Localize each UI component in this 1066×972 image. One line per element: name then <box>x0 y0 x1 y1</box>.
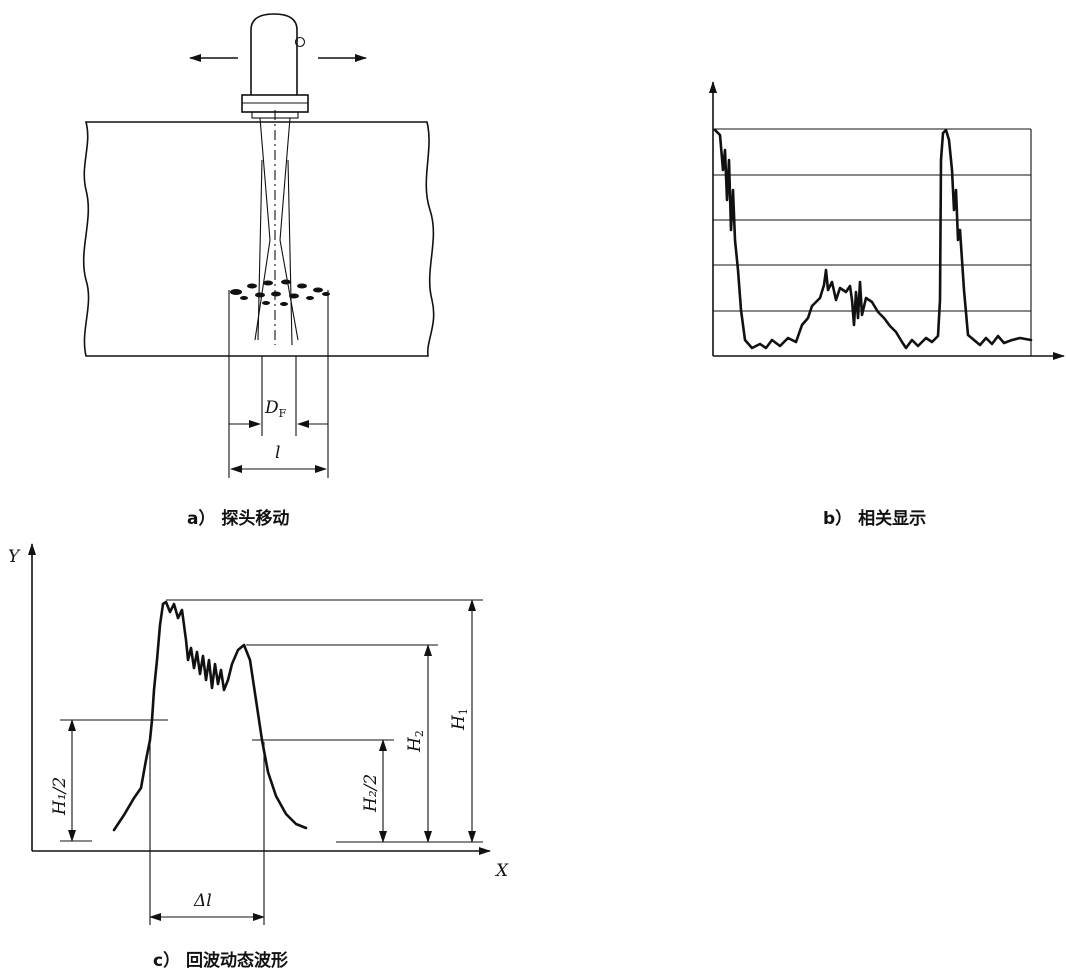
h1-half-label: H₁/2 <box>50 777 70 816</box>
ultrasonic-beam <box>254 110 299 346</box>
panel-c-echo-curve <box>112 600 308 832</box>
h2-label: H2 <box>405 730 426 753</box>
panel-b-correlation-display: b） 相关显示 <box>709 81 1065 529</box>
panel-c-echo-dynamic-waveform: Y X H1 H2 H₂/2 H₁/2 Δl c） 回波动态波形 <box>8 543 509 971</box>
panel-b-grid <box>713 128 1032 356</box>
delta-l-label: Δl <box>193 891 212 911</box>
panel-b-waveform <box>713 128 1033 350</box>
workpiece-block <box>82 121 435 357</box>
df-label: DF <box>264 398 287 420</box>
panel-a-probe-movement: DF l a） 探头移动 <box>82 13 435 529</box>
panel-c-y-axis-label: Y <box>8 547 21 567</box>
defect-region <box>228 279 330 478</box>
l-label: l <box>275 443 280 463</box>
h2-half-label: H₂/2 <box>361 774 381 813</box>
panel-c-caption: c） 回波动态波形 <box>153 950 288 971</box>
panel-a-caption: a） 探头移动 <box>187 508 289 529</box>
probe-icon <box>241 13 309 119</box>
panel-c-x-axis-label: X <box>494 861 509 881</box>
h1-label: H1 <box>449 708 470 731</box>
panel-b-caption: b） 相关显示 <box>823 508 926 529</box>
